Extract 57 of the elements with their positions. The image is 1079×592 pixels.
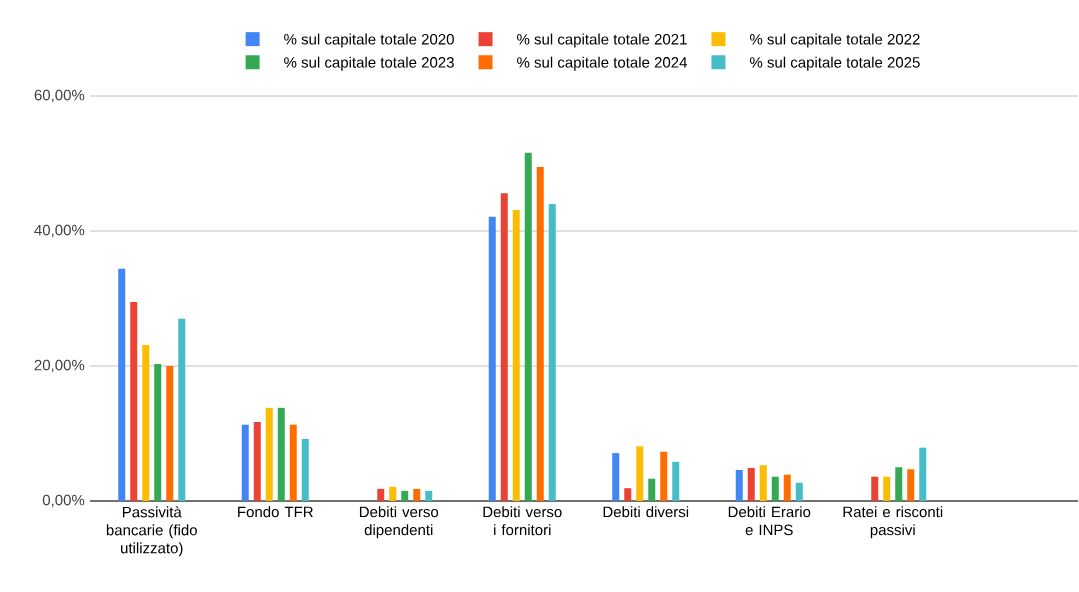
bar (624, 488, 632, 501)
bar (871, 476, 879, 501)
bar (895, 467, 903, 501)
bar (907, 469, 915, 501)
bar (648, 478, 656, 501)
bar (301, 438, 309, 501)
bar (612, 453, 620, 501)
legend-label: % sul capitale totale 2025 (749, 56, 920, 71)
bar (277, 407, 285, 501)
bar (536, 166, 544, 501)
bar (401, 490, 409, 501)
bar (783, 474, 791, 501)
bar (660, 451, 668, 501)
y-tick-label: 20,00% (34, 359, 85, 373)
x-tick-label: Passività bancarie (fido utilizzato) (106, 506, 197, 557)
y-tick-label: 0,00% (42, 494, 85, 508)
bar (253, 422, 261, 501)
bar (795, 482, 803, 501)
bar (672, 461, 680, 501)
bar (759, 465, 767, 501)
bar (883, 476, 891, 501)
x-tick-label: Ratei e risconti passivi (843, 506, 943, 539)
x-tick-label: Fondo TFR (238, 506, 313, 518)
bar (548, 204, 556, 501)
bar (735, 469, 743, 501)
legend-label: % sul capitale totale 2021 (517, 33, 687, 48)
legend-label: % sul capitale totale 2024 (517, 56, 687, 71)
bar (118, 268, 126, 501)
bar (488, 216, 496, 501)
bar (524, 152, 532, 501)
bar (747, 467, 755, 501)
bar (142, 345, 150, 501)
x-tick-label: Debiti Erario e INPS (728, 506, 811, 536)
bar (771, 476, 779, 501)
bar (178, 318, 186, 501)
bar (377, 488, 385, 501)
bar (512, 210, 520, 501)
bar (919, 447, 927, 501)
bar (154, 363, 162, 501)
bar (389, 486, 397, 501)
legend-label: % sul capitale totale 2020 (284, 33, 454, 48)
bar (130, 301, 138, 501)
x-tick-label: Debiti verso i fornitori (483, 506, 562, 536)
x-tick-label: Debiti verso dipendenti (359, 506, 439, 539)
bar (289, 424, 297, 501)
bar (241, 424, 249, 501)
bar (500, 193, 508, 501)
bar (413, 488, 421, 501)
bar (265, 407, 273, 501)
y-tick-label: 60,00% (34, 89, 85, 103)
bar (636, 446, 644, 501)
bar (425, 490, 433, 501)
legend-label: % sul capitale totale 2023 (284, 56, 454, 71)
x-tick-label: Debiti diversi (603, 506, 689, 518)
legend-label: % sul capitale totale 2022 (749, 33, 920, 48)
bar (166, 366, 174, 501)
y-tick-label: 40,00% (34, 224, 85, 238)
